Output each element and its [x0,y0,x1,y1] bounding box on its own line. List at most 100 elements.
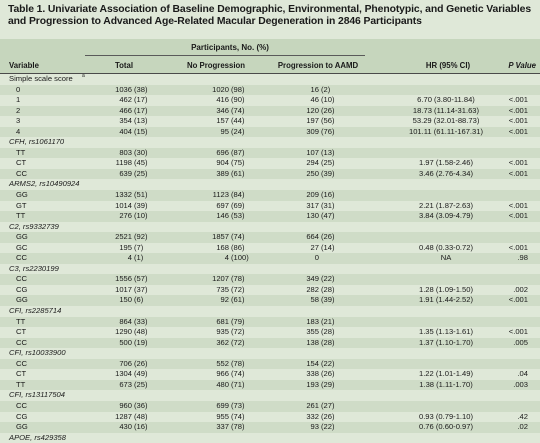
table-row: CC 960 (36) 699 (73) 261 (27) [0,400,540,412]
table-row-group: APOE, rs429358 [0,433,540,443]
progression-percent: (56) [321,116,335,126]
p-value: <.001 [508,200,528,210]
no-progression-percent: (75) [231,158,245,168]
total-percent: (48) [134,327,148,337]
table-row: TT 803 (30) 696 (87) 107 (13) [0,147,540,159]
table-row: CT 1290 (48) 935 (72) 355 (28) 1.35 (1.13-1.61)… [0,327,540,338]
progression-count: 309 [306,126,319,136]
table-row-group: CFI, rs13117504 [0,390,540,401]
no-progression-count: 699 [216,400,229,410]
no-progression-percent: (74) [231,105,245,115]
progression-percent: (39) [321,168,335,178]
p-value: .42 [517,411,528,421]
p-value: <.001 [508,327,528,337]
variable-label: APOE, rs429358 [9,432,66,442]
group-header: Participants, No. (%) [191,43,269,52]
total-percent: (17) [134,95,148,105]
progression-percent: (26) [321,232,335,242]
progression-percent: (27) [321,400,335,410]
hazard-ratio: 2.21 (1.87-2.63) [418,200,474,210]
total-count: 150 [119,295,132,305]
table-row: CT 1198 (45) 904 (75) 294 (25) 1.97 (1.58-2.46)… [0,158,540,169]
no-progression-percent: (73) [231,400,245,410]
total-count: 803 [119,147,132,157]
no-progression-percent: (24) [231,126,245,136]
table-row: GG 150 (6) 92 (61) 58 (39) 1.91 (1.44-2.52) <.00… [0,295,540,307]
table-row: GT 1014 (39) 697 (69) 317 (31) 2.21 (1.87-2.63)… [0,201,540,212]
progression-count: 93 [310,422,319,432]
no-progression-percent: (98) [231,84,245,94]
category-label: 0 [16,84,21,94]
table-row: 0 1036 (38) 1020 (98) 16 (2) [0,84,540,96]
no-progression-percent: (53) [231,211,245,221]
no-progression-count: 552 [216,358,229,368]
col-progression: Progression to AAMD [277,61,359,70]
hazard-ratio: 6.70 (3.80-11.84) [417,95,475,105]
p-value: .02 [517,422,528,432]
no-progression-count: 389 [216,168,229,178]
p-value: <.001 [508,126,528,136]
total-percent: (15) [134,126,148,136]
no-progression-percent: (86) [231,242,245,252]
total-count: 673 [119,379,132,389]
total-percent: (7) [134,242,144,252]
hazard-ratio: 1.22 (1.01-1.49) [418,369,474,379]
total-count: 500 [119,337,132,347]
table-row: GG 430 (16) 337 (78) 93 (22) 0.76 (0.60-0.97) .0… [0,422,540,433]
p-value: <.001 [508,116,528,126]
p-value: .003 [513,379,528,389]
p-value: <.001 [508,211,528,221]
no-progression-count: 416 [216,95,229,105]
progression-count: 58 [310,295,319,305]
no-progression-percent: (72) [231,327,245,337]
progression-percent: (22) [321,274,335,284]
total-percent: (16) [134,422,148,432]
no-progression-percent: (72) [231,337,245,347]
no-progression-count: 1123 [212,190,229,200]
variable-label: CFH, rs1061170 [9,137,65,147]
table-row-group: ARMS2, rs10490924 [0,179,540,190]
p-value: <.001 [508,158,528,168]
progression-count: 120 [306,105,319,115]
no-progression-count: 966 [216,369,229,379]
progression-percent: (28) [321,337,335,347]
table-row: TT 276 (10) 146 (53) 130 (47) 3.84 (3.09-4.79) <… [0,211,540,222]
total-percent: (33) [134,316,148,326]
progression-percent: (26) [321,411,335,421]
category-label: CC [16,337,27,347]
progression-count: 197 [306,116,319,126]
no-progression-percent: (44) [231,116,245,126]
progression-percent: (10) [321,95,335,105]
progression-count: 16 [310,84,319,94]
variable-label: C3, rs2230199 [9,263,59,273]
column-header-row: Variable Total No Progression Progressio… [0,58,540,73]
hazard-ratio: 1.38 (1.11-1.70) [419,379,473,389]
progression-count: 27 [310,242,319,252]
total-percent: (51) [134,190,148,200]
no-progression-percent: (71) [231,379,245,389]
p-value: <.001 [508,242,528,252]
table-row-group: C2, rs9332739 [0,222,540,233]
category-label: 4 [16,126,21,136]
table-row: CC 639 (25) 389 (61) 250 (39) 3.46 (2.76-4.34) <… [0,168,540,180]
table-row: CG 1287 (48) 955 (74) 332 (26) 0.93 (0.79-1.10)… [0,412,540,423]
no-progression-count: 346 [216,105,229,115]
total-count: 1036 [115,84,132,94]
total-count: 960 [119,400,132,410]
table-row: TT 864 (33) 681 (79) 183 (21) [0,316,540,328]
table-row: CC 4 (1) 4 (100) 0 NA .98 [0,253,540,264]
hazard-ratio: 1.91 (1.44-2.52) [418,295,474,305]
progression-count: 46 [310,95,319,105]
total-count: 1332 [115,190,132,200]
table-row: GG 2521 (92) 1857 (74) 664 (26) [0,232,540,243]
p-value: .002 [513,284,528,294]
col-hr: HR (95% CI) [425,61,471,70]
no-progression-count: 337 [216,422,229,432]
no-progression-count: 697 [216,200,229,210]
table-row: TT 673 (25) 480 (71) 193 (29) 1.38 (1.11-1.70).… [0,379,540,391]
category-label: GG [16,190,28,200]
total-count: 1556 [115,274,132,284]
total-percent: (25) [134,168,148,178]
total-percent: (19) [134,337,148,347]
no-progression-percent: (90) [231,95,245,105]
